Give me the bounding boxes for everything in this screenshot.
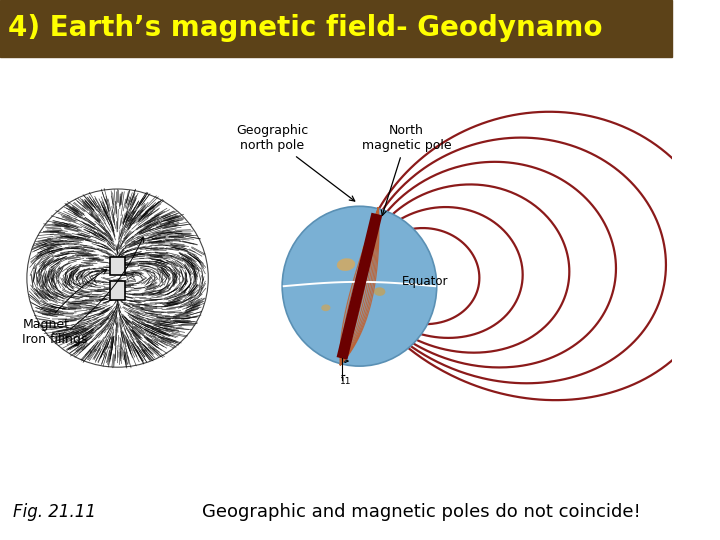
Text: Fig. 21.11: Fig. 21.11 xyxy=(14,503,96,521)
Text: 11: 11 xyxy=(340,377,351,386)
Text: 4) Earth’s magnetic field- Geodynamo: 4) Earth’s magnetic field- Geodynamo xyxy=(8,15,603,42)
Ellipse shape xyxy=(27,189,208,367)
Bar xyxy=(110,281,125,300)
Ellipse shape xyxy=(321,305,330,311)
Text: Iron filings: Iron filings xyxy=(22,237,143,346)
Ellipse shape xyxy=(282,206,437,366)
Text: Geographic
north pole: Geographic north pole xyxy=(236,124,355,201)
Bar xyxy=(110,256,125,275)
Text: Equator: Equator xyxy=(402,275,449,288)
Ellipse shape xyxy=(362,246,370,251)
Bar xyxy=(0,0,672,57)
Ellipse shape xyxy=(374,287,385,296)
Text: North
magnetic pole: North magnetic pole xyxy=(361,124,451,215)
Text: Geographic and magnetic poles do not coincide!: Geographic and magnetic poles do not coi… xyxy=(202,503,640,521)
Ellipse shape xyxy=(337,258,355,271)
Text: Magnet: Magnet xyxy=(22,269,107,331)
